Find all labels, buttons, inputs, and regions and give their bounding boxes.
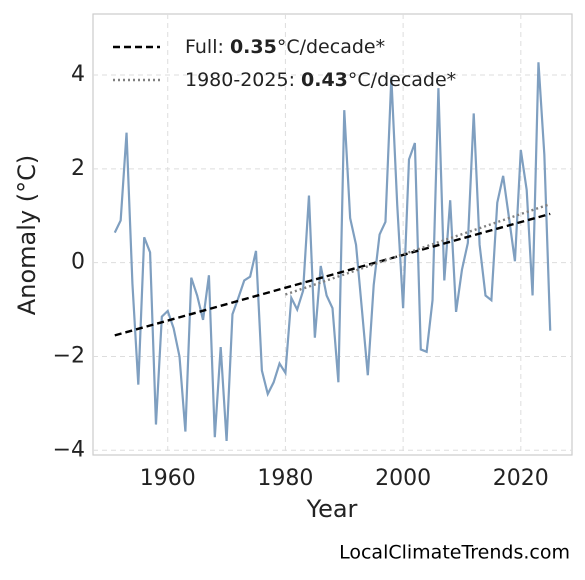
x-tick-label: 2020 (493, 466, 549, 491)
y-axis-label: Anomaly (°C) (13, 155, 41, 315)
plot-area (92, 13, 573, 456)
trend-line (285, 202, 551, 296)
y-tick-label: −2 (53, 343, 85, 368)
legend-text: °C/decade* (348, 69, 456, 91)
y-tick-label: 0 (71, 250, 85, 275)
legend-text: 0.43 (301, 69, 348, 91)
legend-text: 1980-2025: (185, 69, 301, 91)
footer: LocalClimateTrends.com (339, 542, 570, 564)
x-tick-label: 1980 (257, 466, 313, 491)
y-tick-label: −4 (53, 437, 85, 462)
legend-label: Full: 0.35°C/decade* (185, 36, 385, 58)
legend-text: 0.35 (230, 36, 277, 58)
legend-text: °C/decade* (277, 36, 385, 58)
legend-text: Full: (185, 36, 230, 58)
y-tick-label: 4 (71, 62, 85, 87)
data-line (113, 62, 552, 441)
legend-label: 1980-2025: 0.43°C/decade* (185, 69, 456, 91)
x-tick-label: 2000 (375, 466, 431, 491)
trend-line (114, 212, 551, 337)
x-tick-label: 1960 (140, 466, 196, 491)
y-tick-label: 2 (71, 156, 85, 181)
x-axis-label: Year (306, 495, 358, 523)
